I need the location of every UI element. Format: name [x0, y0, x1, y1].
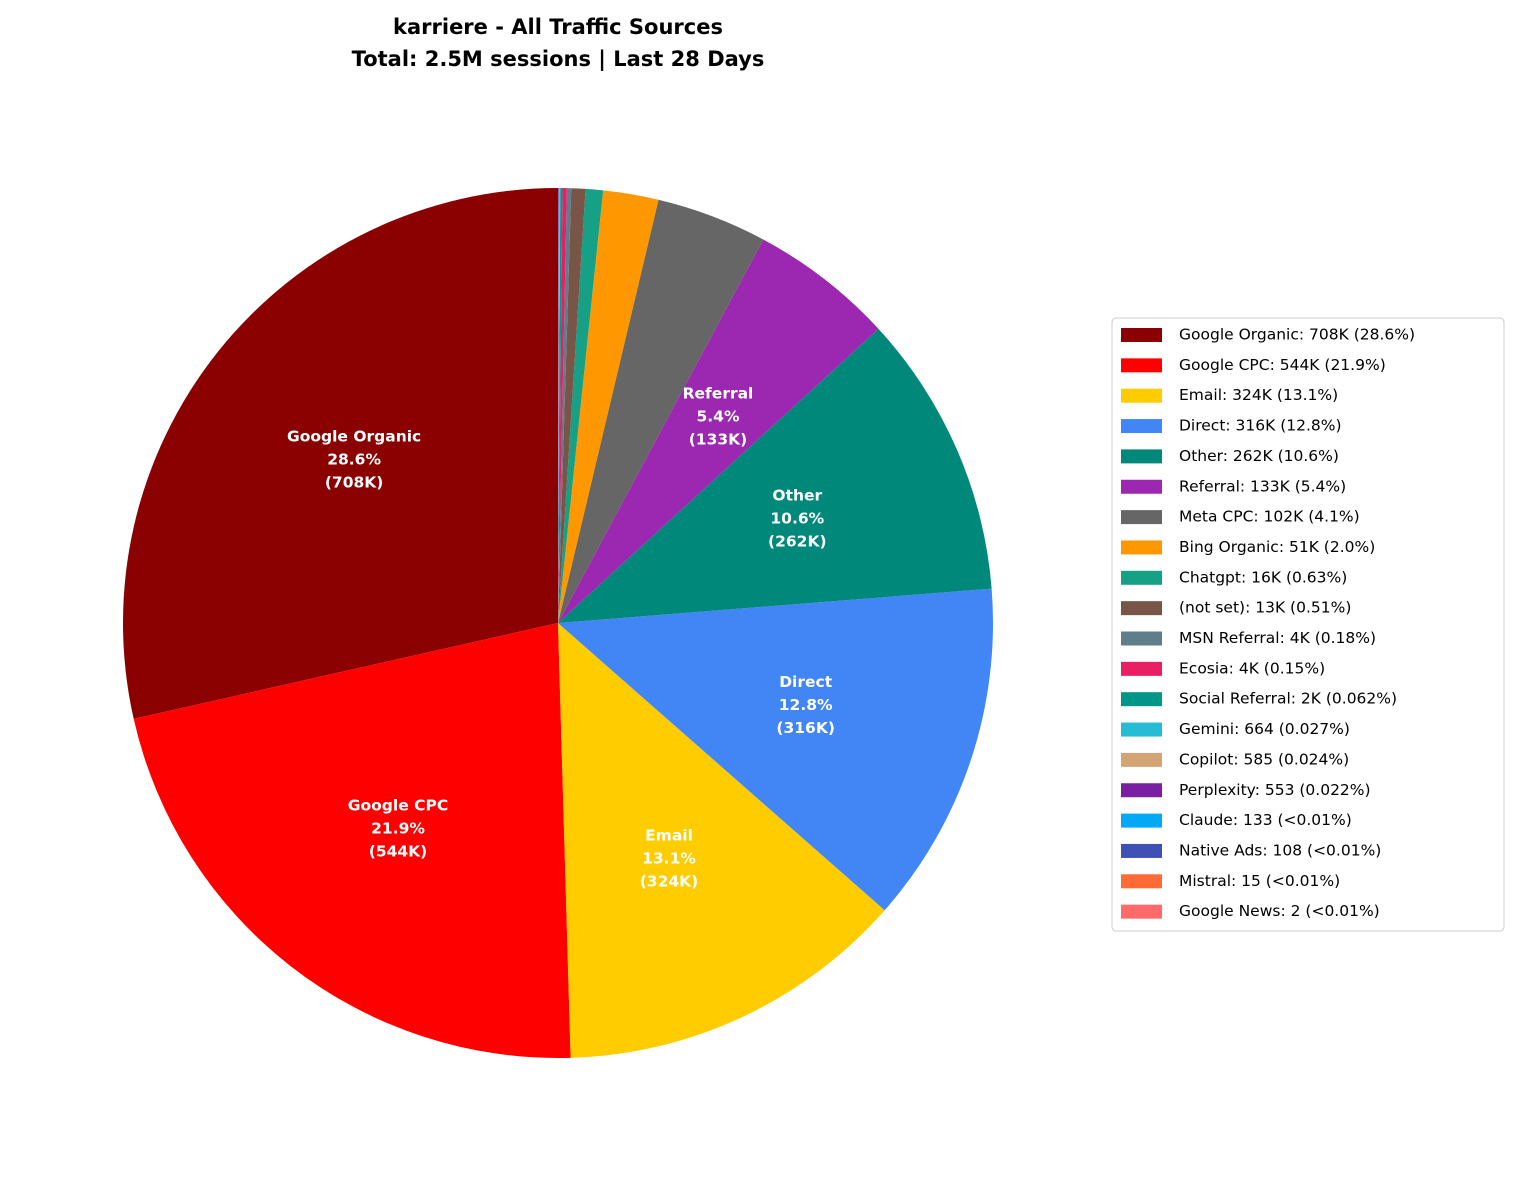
legend-swatch: [1121, 480, 1162, 494]
legend-swatch: [1121, 571, 1162, 585]
slice-label: Google Organic: [287, 428, 421, 446]
legend-swatch: [1121, 358, 1162, 372]
legend-label: Meta CPC: 102K (4.1%): [1179, 508, 1360, 526]
slice-label: 28.6%: [327, 451, 381, 469]
slice-label: 21.9%: [371, 820, 425, 838]
legend-label: Google News: 2 (<0.01%): [1179, 902, 1380, 920]
legend-label: Mistral: 15 (<0.01%): [1179, 872, 1340, 890]
legend-swatch: [1121, 692, 1162, 706]
legend-label: Direct: 316K (12.8%): [1179, 417, 1342, 435]
slice-label: 12.8%: [779, 696, 833, 714]
slice-label: (133K): [689, 430, 748, 448]
slice-label: 5.4%: [696, 407, 739, 425]
chart-subtitle: Total: 2.5M sessions | Last 28 Days: [352, 47, 765, 72]
slice-label: (708K): [325, 474, 384, 492]
legend-label: Email: 324K (13.1%): [1179, 386, 1338, 404]
slice-label: Direct: [779, 673, 833, 691]
legend-swatch: [1121, 723, 1162, 737]
slice-label: (262K): [768, 532, 827, 550]
legend-label: Google Organic: 708K (28.6%): [1179, 326, 1415, 344]
legend-label: Referral: 133K (5.4%): [1179, 477, 1346, 495]
legend-swatch: [1121, 844, 1162, 858]
legend-swatch: [1121, 510, 1162, 524]
legend-swatch: [1121, 419, 1162, 433]
legend-label: Claude: 133 (<0.01%): [1179, 811, 1352, 829]
legend-label: Gemini: 664 (0.027%): [1179, 720, 1350, 738]
legend-swatch: [1121, 753, 1162, 767]
legend-swatch: [1121, 905, 1162, 919]
slice-label: (544K): [369, 843, 428, 861]
legend-label: Chatgpt: 16K (0.63%): [1179, 568, 1347, 586]
legend-swatch: [1121, 389, 1162, 403]
legend-swatch: [1121, 662, 1162, 676]
slice-label: 13.1%: [642, 850, 696, 868]
legend-label: Ecosia: 4K (0.15%): [1179, 659, 1325, 677]
slice-label: Referral: [683, 384, 754, 402]
legend-swatch: [1121, 874, 1162, 888]
slice-label: Google CPC: [348, 797, 448, 815]
slice-label: (324K): [640, 873, 699, 891]
slice-label: Email: [645, 827, 693, 845]
legend-label: MSN Referral: 4K (0.18%): [1179, 629, 1376, 647]
legend-swatch: [1121, 814, 1162, 828]
legend-label: Native Ads: 108 (<0.01%): [1179, 841, 1381, 859]
legend-swatch: [1121, 601, 1162, 615]
legend-box: [1112, 318, 1504, 931]
legend-swatch: [1121, 632, 1162, 646]
legend-label: Other: 262K (10.6%): [1179, 447, 1339, 465]
legend-label: Bing Organic: 51K (2.0%): [1179, 538, 1375, 556]
legend-swatch: [1121, 328, 1162, 342]
legend-label: (not set): 13K (0.51%): [1179, 599, 1351, 617]
legend-swatch: [1121, 449, 1162, 463]
legend-label: Social Referral: 2K (0.062%): [1179, 690, 1397, 708]
legend-label: Google CPC: 544K (21.9%): [1179, 356, 1386, 374]
slice-label: 10.6%: [770, 509, 824, 527]
chart-title: karriere - All Traffic Sources: [393, 15, 723, 39]
legend-label: Copilot: 585 (0.024%): [1179, 750, 1349, 768]
slice-label: Other: [772, 486, 822, 504]
slice-label: (316K): [776, 719, 835, 737]
legend-label: Perplexity: 553 (0.022%): [1179, 781, 1371, 799]
legend-swatch: [1121, 540, 1162, 554]
legend-swatch: [1121, 783, 1162, 797]
pie: [123, 188, 993, 1058]
